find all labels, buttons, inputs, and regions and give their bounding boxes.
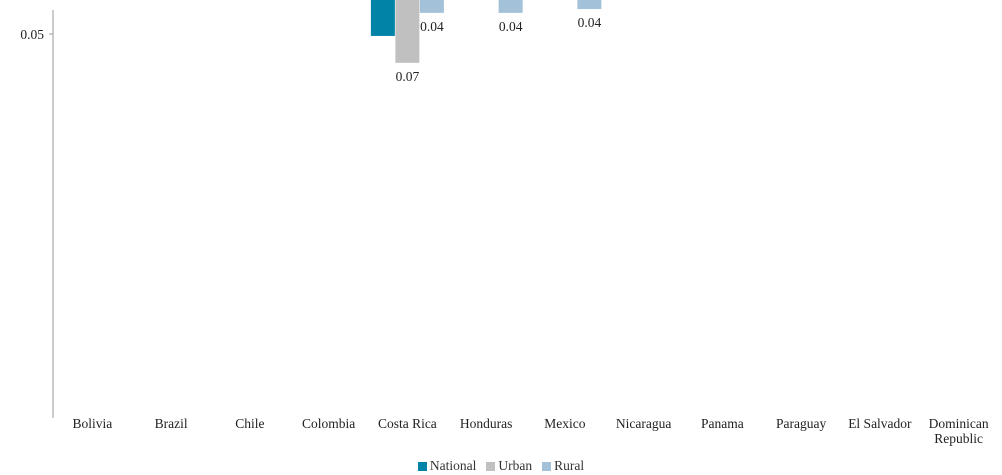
x-tick-label-brazil: Brazil: [155, 416, 188, 431]
legend-swatch-urban: [486, 461, 496, 471]
data-label-rural-honduras: 0.04: [499, 19, 523, 34]
bar-urban-costa-rica: [395, 0, 420, 63]
chart-legend: National Urban Rural: [0, 457, 1002, 475]
legend-item-national: National: [417, 458, 477, 474]
x-tick-label-colombia: Colombia: [302, 416, 355, 431]
x-tick-label-honduras: Honduras: [460, 416, 513, 431]
data-label-urban-costa-rica: 0.07: [396, 69, 420, 84]
bar-national-costa-rica: [370, 0, 395, 36]
data-label-rural-mexico: 0.04: [578, 15, 602, 30]
legend-item-rural: Rural: [542, 458, 584, 474]
legend-swatch-national: [417, 461, 427, 471]
legend-label-rural: Rural: [554, 458, 585, 473]
bar-rural-honduras: [498, 0, 523, 13]
x-tick-label-dominican-republic: Dominican Republic: [929, 416, 989, 446]
x-tick-label-costa-rica: Costa Rica: [378, 416, 437, 431]
legend-swatch-rural: [542, 461, 552, 471]
x-tick-label-nicaragua: Nicaragua: [616, 416, 671, 431]
bar-rural-costa-rica: [419, 0, 444, 13]
x-tick-label-mexico: Mexico: [544, 416, 585, 431]
x-tick-label-el-salvador: El Salvador: [848, 416, 912, 431]
x-tick-label-paraguay: Paraguay: [776, 416, 826, 431]
x-tick-label-bolivia: Bolivia: [73, 416, 113, 431]
data-label-rural-costa-rica: 0.04: [420, 19, 444, 34]
legend-label-urban: Urban: [498, 458, 533, 473]
bar-rural-mexico: [577, 0, 602, 10]
x-tick-label-panama: Panama: [701, 416, 744, 431]
legend-item-urban: Urban: [486, 458, 532, 474]
x-tick-label-chile: Chile: [235, 416, 264, 431]
y-tick-label: 0.05: [20, 27, 44, 42]
legend-label-national: National: [429, 458, 477, 473]
